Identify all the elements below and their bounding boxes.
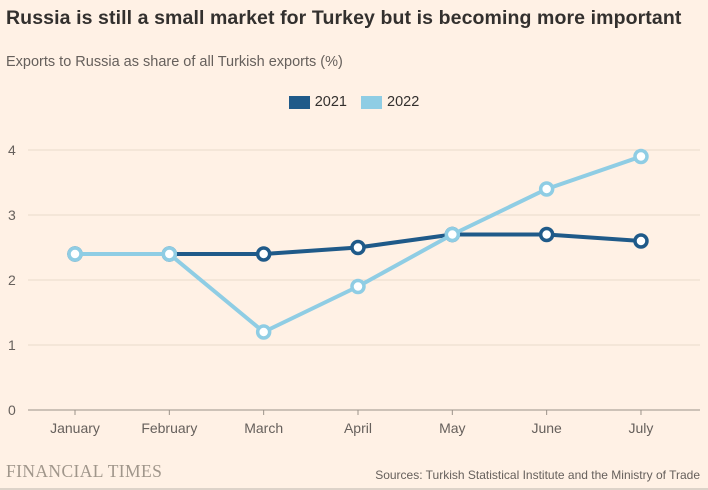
legend-swatch-2021 <box>288 95 310 109</box>
data-point-2022-April <box>350 278 366 295</box>
y-tick-label: 1 <box>8 337 16 353</box>
source-attribution: Sources: Turkish Statistical Institute a… <box>375 468 700 482</box>
data-point-2022-February <box>161 246 178 262</box>
financial-times-logo: FINANCIAL TIMES <box>6 461 163 481</box>
y-tick-label: 2 <box>8 272 16 288</box>
x-tick-label: March <box>244 420 283 436</box>
legend-item-2021: 2021 <box>288 94 347 110</box>
y-tick-label: 4 <box>8 142 16 158</box>
data-point-2022-July <box>633 148 649 165</box>
data-point-2022-March <box>255 324 272 340</box>
data-point-2021-July <box>633 233 649 249</box>
chart-title: Russia is still a small market for Turke… <box>6 7 682 29</box>
x-tick-label: April <box>344 420 372 436</box>
data-point-2022-January <box>67 246 83 262</box>
line-chart-container: 0 1 2 3 4 January February March April May June Jul… <box>0 115 708 445</box>
line-chart: 0 1 2 3 4 January February March April May June Jul… <box>8 142 700 436</box>
data-point-2021-March <box>255 246 272 262</box>
data-point-2021-June <box>538 226 555 243</box>
legend-item-2022: 2022 <box>361 94 419 110</box>
data-point-2021-April <box>350 239 366 256</box>
x-tick-label: February <box>141 420 197 436</box>
legend-swatch-2022 <box>361 95 382 109</box>
bottom-edge-divider <box>0 488 708 490</box>
chart-legend: 2021 2022 <box>0 94 708 110</box>
x-tick-label: January <box>50 420 100 436</box>
chart-subtitle: Exports to Russia as share of all Turkis… <box>6 54 343 70</box>
y-tick-label: 0 <box>8 402 16 418</box>
data-point-2022-May <box>444 226 461 243</box>
legend-label-2021: 2021 <box>314 94 347 110</box>
legend-label-2022: 2022 <box>387 94 420 110</box>
x-tick-label: July <box>629 420 654 436</box>
y-tick-label: 3 <box>8 207 16 223</box>
x-tick-label: May <box>439 420 465 436</box>
x-tick-label: June <box>531 420 562 436</box>
data-point-2022-June <box>538 181 555 197</box>
